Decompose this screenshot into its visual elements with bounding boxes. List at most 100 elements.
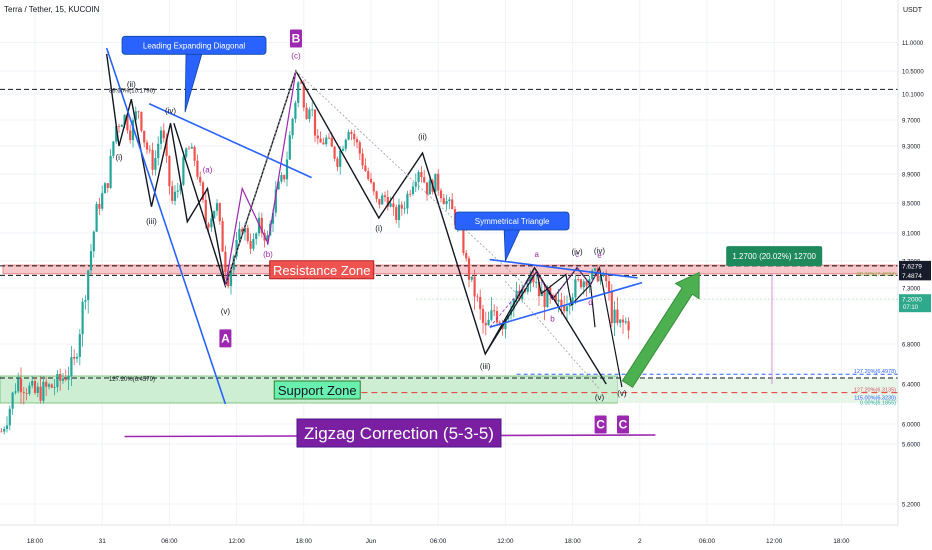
candle-body[interactable] [137,111,140,113]
candle-body[interactable] [179,184,182,191]
candle-body[interactable] [333,146,336,159]
candle-body[interactable] [297,82,300,103]
candle-body[interactable] [319,138,322,143]
candle-body[interactable] [409,193,412,195]
candle-body[interactable] [285,159,289,180]
candle-body[interactable] [479,296,482,309]
candle-body[interactable] [120,124,123,127]
candle-body[interactable] [554,295,557,302]
candle-body[interactable] [442,198,445,205]
candle-body[interactable] [207,223,210,228]
candle-body[interactable] [420,172,423,178]
candle-body[interactable] [87,270,90,301]
candle-body[interactable] [176,190,179,192]
candle-body[interactable] [266,235,269,241]
candle-body[interactable] [392,203,395,208]
candle-body[interactable] [543,290,546,308]
candle-body[interactable] [0,431,3,433]
candle-body[interactable] [347,132,350,140]
candle-body[interactable] [495,311,499,323]
candle-body[interactable] [568,304,571,307]
candle-body[interactable] [308,109,311,119]
candle-body[interactable] [84,300,87,302]
candle-body[interactable] [81,301,84,335]
price-axis[interactable]: 11.0000 10.5000 10.1000 9.7000 9.3000 8.9000 8… [897,0,932,550]
candle-body[interactable] [134,111,137,121]
candle-body[interactable] [504,319,507,330]
candle-body[interactable] [92,231,95,252]
candle-body[interactable] [353,133,356,140]
candle-body[interactable] [50,384,53,388]
candle-body[interactable] [249,241,252,249]
candle-body[interactable] [358,142,361,154]
candle-body[interactable] [168,155,171,187]
candle-body[interactable] [549,287,552,295]
candle-body[interactable] [574,279,577,298]
candle-body[interactable] [339,150,342,167]
candle-body[interactable] [229,270,233,286]
candle-body[interactable] [115,126,118,142]
candle-body[interactable] [103,183,107,194]
candle-body[interactable] [546,287,549,308]
candle-body[interactable] [473,276,476,297]
candle-body[interactable] [389,203,392,207]
candle-body[interactable] [417,172,420,182]
candle-body[interactable] [187,148,191,150]
candle-body[interactable] [3,428,6,432]
candle-body[interactable] [322,142,325,145]
candle-body[interactable] [145,142,149,150]
candle-body[interactable] [56,373,59,388]
candle-body[interactable] [537,282,541,297]
candle-body[interactable] [165,138,168,156]
candle-body[interactable] [224,251,227,272]
candle-body[interactable] [465,252,468,259]
candle-body[interactable] [255,233,258,240]
candle-body[interactable] [36,386,39,393]
candle-body[interactable] [159,130,163,144]
candle-body[interactable] [210,218,213,228]
candle-body[interactable] [190,146,193,149]
candle-body[interactable] [19,378,23,393]
candle-body[interactable] [596,268,599,282]
candle-body[interactable] [294,102,297,119]
candle-body[interactable] [47,384,51,387]
candle-body[interactable] [260,217,263,233]
candle-body[interactable] [28,385,31,394]
candle-body[interactable] [470,276,473,280]
time-axis[interactable]: 18:00 31 06:00 12:00 18:00 Jun 06:00 12:00 18:00… [0,524,932,550]
candle-body[interactable] [400,204,403,209]
candle-body[interactable] [215,203,219,211]
candle-body[interactable] [117,126,121,127]
candle-body[interactable] [316,135,319,139]
candle-body[interactable] [277,181,280,190]
candle-body[interactable] [109,155,112,188]
candle-body[interactable] [173,191,177,201]
candle-body[interactable] [484,322,487,326]
candle-body[interactable] [571,297,574,305]
candles-layer[interactable] [0,79,630,435]
candle-body[interactable] [448,199,451,202]
candle-body[interactable] [42,381,45,401]
candle-body[interactable] [17,378,20,392]
candle-body[interactable] [406,193,409,209]
candle-body[interactable] [31,380,34,386]
candle-body[interactable] [193,146,196,161]
candle-body[interactable] [199,176,202,183]
candle-body[interactable] [313,109,317,136]
candle-body[interactable] [599,275,602,282]
candle-body[interactable] [532,276,535,283]
candle-body[interactable] [487,319,490,326]
candle-body[interactable] [252,239,255,249]
candle-body[interactable] [395,207,398,220]
candle-body[interactable] [565,306,569,312]
candle-body[interactable] [8,408,11,426]
candle-body[interactable] [381,195,384,205]
candle-body[interactable] [140,111,143,131]
candle-body[interactable] [462,225,465,253]
candle-body[interactable] [403,208,406,210]
candle-body[interactable] [336,158,339,167]
candle-body[interactable] [243,228,247,233]
candle-body[interactable] [61,378,65,381]
candle-body[interactable] [481,308,485,323]
